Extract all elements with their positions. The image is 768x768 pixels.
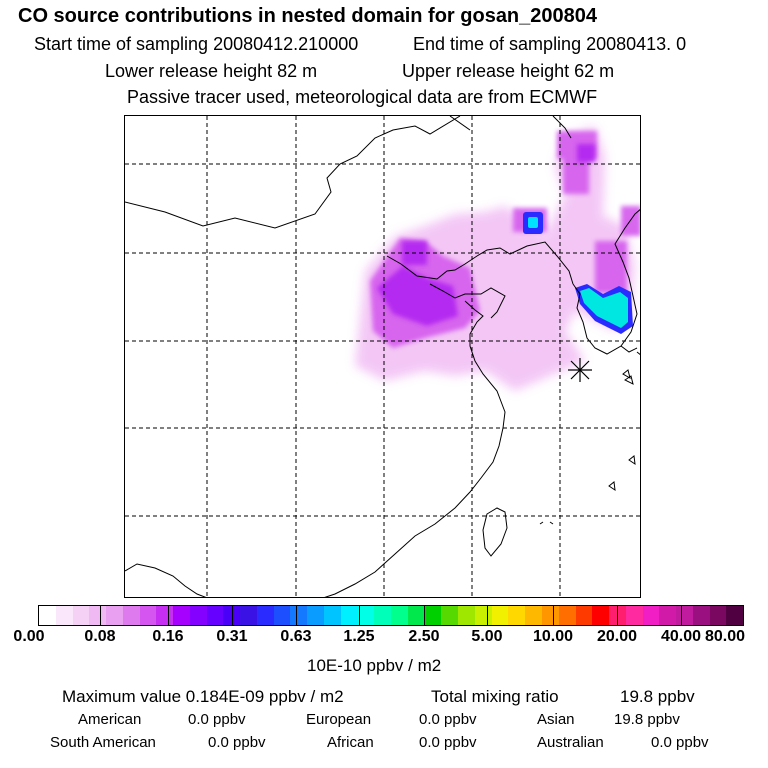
color-swatch [575, 606, 593, 625]
african-value: 0.0 ppbv [419, 734, 477, 751]
color-swatch [374, 606, 392, 625]
color-swatch [189, 606, 207, 625]
sampling-start-label: Start time of sampling 20080412.210000 [34, 34, 359, 54]
south-american-value: 0.0 ppbv [208, 734, 266, 751]
upper-release-height: Upper release height 62 m [402, 61, 615, 81]
units-label: 10E-10 ppbv / m2 [307, 656, 442, 675]
color-scale-tick-label: 10.00 [532, 628, 574, 645]
color-scale-tick-mark [681, 605, 682, 626]
color-scale-tick-mark [487, 605, 488, 626]
color-swatch [256, 606, 274, 625]
color-swatch [676, 606, 693, 625]
color-scale-tick-label: 2.50 [408, 628, 440, 645]
color-swatch [441, 606, 459, 625]
max-value-label: Maximum value 0.184E-09 ppbv / m2 [62, 687, 344, 706]
color-swatch [491, 606, 509, 625]
color-swatch [173, 606, 190, 625]
plume-medium-layer [370, 131, 640, 348]
color-swatch [240, 606, 257, 625]
color-swatch [39, 606, 56, 625]
plot-title: CO source contributions in nested domain… [18, 5, 598, 27]
african-label: African [327, 734, 374, 751]
concentration-map [124, 115, 641, 598]
plume-hotspots [523, 212, 633, 334]
color-scale-tick-label: 0.31 [216, 628, 248, 645]
color-swatch [508, 606, 526, 625]
color-swatch [324, 606, 341, 625]
color-scale-tick-label: 1.25 [343, 628, 375, 645]
color-scale-bar [38, 605, 744, 626]
australian-label: Australian [537, 734, 604, 751]
color-swatch [558, 606, 576, 625]
color-swatch [290, 606, 308, 625]
color-scale-tick-label: 0.00 [13, 628, 45, 645]
color-scale-tick-mark [168, 605, 169, 626]
color-swatch [525, 606, 542, 625]
total-mixing-label: Total mixing ratio [431, 687, 559, 706]
color-swatch [206, 606, 224, 625]
color-swatch [458, 606, 475, 625]
european-value: 0.0 ppbv [419, 711, 477, 728]
color-swatch [726, 606, 744, 625]
color-swatch [156, 606, 174, 625]
australian-value: 0.0 ppbv [651, 734, 709, 751]
color-swatch [122, 606, 140, 625]
color-scale-tick-mark [424, 605, 425, 626]
color-swatch [72, 606, 90, 625]
map-canvas [125, 116, 640, 597]
color-scale-tick-label: 0.16 [152, 628, 184, 645]
color-scale-tick-label: 0.08 [84, 628, 116, 645]
asterisk-icon [568, 358, 592, 382]
european-label: European [306, 711, 372, 728]
color-scale-tick-label: 20.00 [596, 628, 638, 645]
color-scale-tick-label: 5.00 [471, 628, 503, 645]
color-swatch [424, 606, 442, 625]
color-swatch [340, 606, 358, 625]
color-swatch [407, 606, 425, 625]
color-scale-tick-mark [232, 605, 233, 626]
color-scale-tick-mark [296, 605, 297, 626]
lower-release-height: Lower release height 82 m [105, 61, 318, 81]
color-scale-tick-mark [553, 605, 554, 626]
color-swatch [592, 606, 610, 625]
color-swatch [55, 606, 73, 625]
asian-label: Asian [537, 711, 575, 728]
american-value: 0.0 ppbv [188, 711, 246, 728]
color-swatch [89, 606, 107, 625]
tracer-note: Passive tracer used, meteorological data… [127, 87, 598, 107]
color-swatch [357, 606, 375, 625]
american-label: American [78, 711, 142, 728]
color-scale-tick-mark [359, 605, 360, 626]
plume-strong-layer [377, 144, 595, 326]
color-swatch [474, 606, 492, 625]
color-scale-tick-label: 0.63 [280, 628, 312, 645]
color-swatch [709, 606, 727, 625]
color-swatch [139, 606, 157, 625]
color-swatch [659, 606, 677, 625]
sampling-end-label: End time of sampling 20080413. 0 [413, 34, 687, 54]
color-scale-tick-mark [100, 605, 101, 626]
color-swatch [223, 606, 241, 625]
color-scale-tick-mark [617, 605, 618, 626]
color-swatch [106, 606, 123, 625]
color-swatch [307, 606, 325, 625]
color-swatch [541, 606, 559, 625]
color-scale-tick-label: 80.00 [704, 628, 746, 645]
total-mixing-value: 19.8 ppbv [620, 687, 695, 706]
color-swatch [692, 606, 710, 625]
lat-lon-grid [125, 116, 640, 597]
color-swatch [391, 606, 408, 625]
color-scale-tick-label: 40.00 [660, 628, 702, 645]
south-american-label: South American [50, 734, 156, 751]
asian-value: 19.8 ppbv [614, 711, 680, 728]
color-swatch [642, 606, 660, 625]
color-swatch [273, 606, 291, 625]
color-swatch [625, 606, 643, 625]
